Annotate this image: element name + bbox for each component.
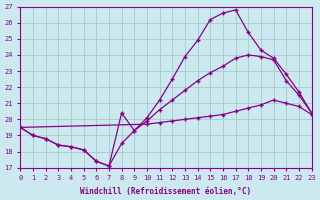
X-axis label: Windchill (Refroidissement éolien,°C): Windchill (Refroidissement éolien,°C): [80, 187, 252, 196]
